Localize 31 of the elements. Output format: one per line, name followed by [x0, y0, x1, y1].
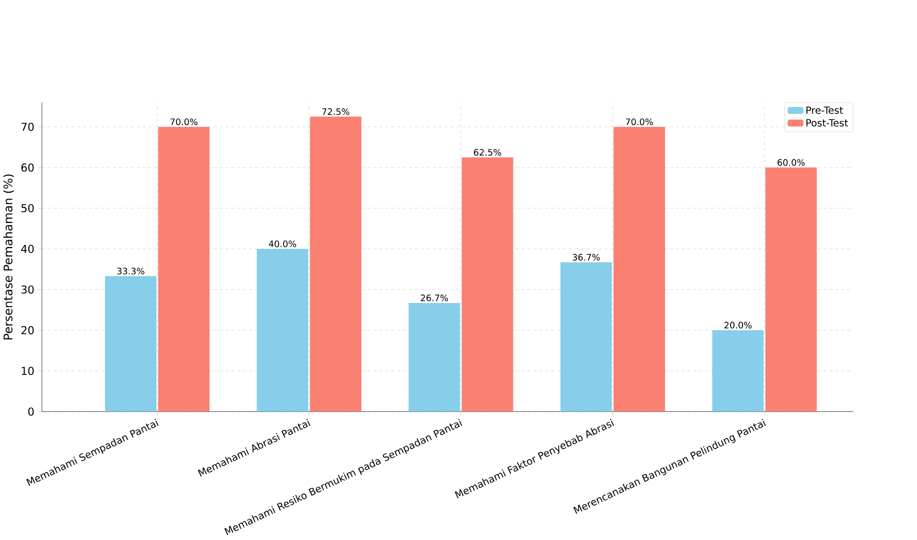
y-tick-label: 20: [21, 326, 34, 334]
data-label: 40.0%: [268, 240, 296, 248]
y-tick-label: 10: [22, 366, 34, 375]
bar: [158, 126, 210, 412]
bar: [256, 248, 308, 412]
y-tick-label: 50: [21, 204, 34, 212]
data-label: 60.0%: [778, 159, 805, 166]
data-label: 70.0%: [170, 118, 198, 126]
bar: [560, 262, 612, 412]
y-tick-label: 30: [21, 285, 34, 294]
bar: [712, 330, 764, 412]
y-tick-label: 60: [21, 163, 34, 172]
data-label: 70.0%: [626, 118, 653, 126]
data-label: 62.5%: [474, 148, 502, 156]
y-tick-label: 40: [21, 244, 34, 253]
bar: [765, 168, 817, 412]
legend-label: Post-Test: [806, 119, 848, 127]
bar: [614, 126, 665, 412]
bar: [104, 276, 156, 412]
data-label: 20.0%: [724, 322, 752, 329]
data-label: 26.7%: [420, 294, 448, 302]
bar: [408, 302, 460, 412]
y-axis-title: Persentase Pemahaman (%): [3, 174, 14, 340]
legend-label: Pre-Test: [806, 106, 843, 114]
data-label: 33.3%: [117, 268, 144, 274]
data-label: 36.7%: [572, 254, 600, 261]
bar: [462, 157, 514, 412]
bar: [310, 116, 362, 412]
data-label: 72.5%: [322, 108, 350, 115]
y-tick-label: 0: [28, 407, 34, 416]
y-tick-label: 70: [22, 122, 34, 131]
